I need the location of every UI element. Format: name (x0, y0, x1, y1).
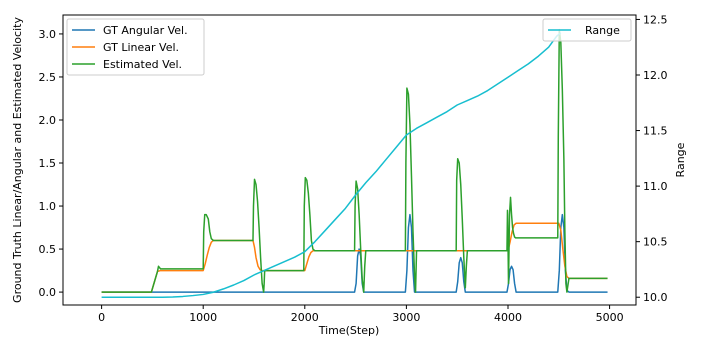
x-tick-label: 3000 (392, 311, 420, 324)
x-tick-label: 1000 (189, 311, 217, 324)
left-y-tick-label: 1.5 (39, 157, 57, 170)
x-tick-label: 5000 (596, 311, 624, 324)
right-y-tick-label: 10.0 (643, 291, 668, 304)
right-y-axis-label: Range (674, 142, 687, 177)
series-line-range (101, 32, 562, 298)
right-y-tick-label: 10.5 (643, 236, 668, 249)
left-y-tick-label: 0.0 (39, 286, 57, 299)
legend-label-estimated: Estimated Vel. (103, 58, 182, 71)
legend-right: Range (542, 18, 632, 42)
legend-right-box (542, 18, 632, 42)
right-y-axis-ticks: 10.0 10.5 11.0 11.5 12.0 12.5 (636, 13, 668, 304)
left-y-tick-label: 2.0 (39, 114, 57, 127)
series-line-estimated-vel (101, 28, 608, 293)
x-axis-ticks: 0 1000 2000 3000 4000 5000 (98, 305, 624, 324)
left-y-axis-label: Ground Truth Linear/Angular and Estimate… (11, 17, 24, 303)
x-axis-label: Time(Step) (318, 324, 380, 337)
left-y-axis-ticks: 0.0 0.5 1.0 1.5 2.0 2.5 3.0 (39, 28, 63, 299)
right-y-tick-label: 12.5 (643, 13, 668, 26)
left-y-tick-label: 3.0 (39, 28, 57, 41)
series-lines (101, 28, 608, 298)
x-tick-label: 4000 (494, 311, 522, 324)
right-y-tick-label: 11.0 (643, 180, 668, 193)
right-y-tick-label: 11.5 (643, 125, 668, 138)
right-y-tick-label: 12.0 (643, 69, 668, 82)
plot-frame (62, 14, 637, 306)
x-tick-label: 0 (98, 311, 105, 324)
x-tick-label: 2000 (291, 311, 319, 324)
series-line-gt-linear-vel (101, 222, 608, 293)
left-y-tick-label: 2.5 (39, 71, 57, 84)
legend-label-range: Range (585, 24, 620, 37)
legend-left: GT Angular Vel. GT Linear Vel. Estimated… (66, 18, 205, 76)
left-y-tick-label: 1.0 (39, 200, 57, 213)
legend-left-box (66, 18, 205, 76)
left-y-tick-label: 0.5 (39, 243, 57, 256)
legend-label-gt-linear: GT Linear Vel. (103, 41, 179, 54)
legend-label-gt-angular: GT Angular Vel. (103, 24, 188, 37)
